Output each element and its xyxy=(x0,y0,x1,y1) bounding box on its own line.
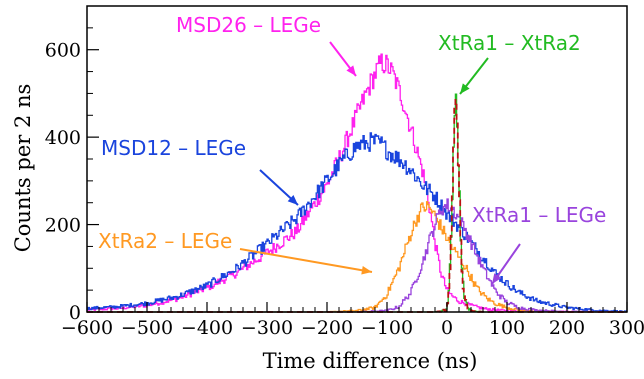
series-line-0 xyxy=(87,53,627,313)
annotation-msd12-lege: MSD12 – LEGe xyxy=(101,136,246,160)
arrow-xtra1-lege xyxy=(491,243,521,285)
y-tick-label: 600 xyxy=(45,40,81,62)
x-tick-label: 0 xyxy=(441,317,453,339)
x-axis-label: Time difference (ns) xyxy=(263,349,478,373)
x-tick-label: −200 xyxy=(301,317,353,339)
y-tick-label: 200 xyxy=(45,215,81,237)
x-tick-label: −100 xyxy=(361,317,413,339)
y-tick-label: 400 xyxy=(45,127,81,149)
annotation-arrows xyxy=(239,41,521,285)
x-tick-label: 300 xyxy=(609,317,644,339)
y-tick-label: 0 xyxy=(69,302,81,324)
x-tick-label: 100 xyxy=(489,317,525,339)
x-tick-label: −600 xyxy=(61,317,113,339)
arrow-msd12 xyxy=(259,169,299,206)
annotation-msd26-lege: MSD26 – LEGe xyxy=(176,13,321,37)
x-tick-label: −400 xyxy=(181,317,233,339)
arrow-msd26 xyxy=(329,41,357,77)
series-layer xyxy=(87,53,627,313)
annotation-xtra1-lege: XtRa1 – LEGe xyxy=(472,203,606,227)
annotation-xtra1-xtra2: XtRa1 – XtRa2 xyxy=(438,31,581,55)
annotation-xtra2-lege: XtRa2 – LEGe xyxy=(98,229,232,253)
x-tick-label: −300 xyxy=(241,317,293,339)
arrow-xtra2-lege xyxy=(239,248,373,275)
arrow-xtra1-xtra2 xyxy=(459,57,489,95)
axis-ticks: −600 −500 −400 −300 −200 −100 0 100 200 300 0 200 40… xyxy=(45,5,644,339)
x-tick-label: −500 xyxy=(121,317,173,339)
series-line-1 xyxy=(87,132,627,313)
y-axis-label: Counts per 2 ns xyxy=(11,84,35,253)
x-tick-label: 200 xyxy=(549,317,585,339)
